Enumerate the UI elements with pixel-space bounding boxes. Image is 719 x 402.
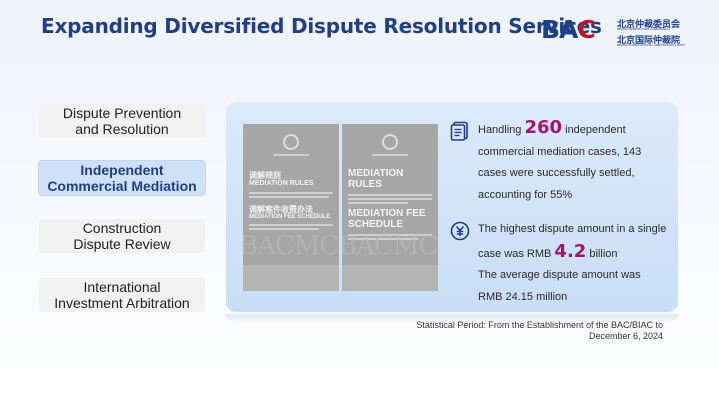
book2-en-title2: MEDIATION FEE SCHEDULE	[348, 208, 426, 230]
document-list-icon	[450, 121, 470, 141]
yuan-icon	[450, 221, 470, 241]
logo-mark: BAC	[541, 15, 596, 44]
seal-icon	[283, 134, 299, 150]
cases-prefix: Handling	[478, 124, 522, 136]
book-watermark: BACMC	[243, 231, 339, 261]
menu-item-dispute-prevention[interactable]: Dispute Prevention and Resolution	[39, 104, 205, 138]
menu-item-investment-arbitration[interactable]: International Investment Arbitration	[39, 278, 205, 312]
panel-reflection	[226, 314, 678, 324]
book-en-title1: MEDIATION RULES	[249, 180, 314, 187]
book-cn-title2: 调解案件收费办法	[249, 205, 313, 214]
amount-number: 4.2	[554, 240, 587, 262]
logo-en-line1: BEIJING ARBITRATION COMMISSION	[617, 27, 670, 31]
book-cn-title1: 调解规则	[249, 171, 281, 180]
logo-en-line2: BEIJING INTERNATIONAL ARBITRATION COURT	[617, 43, 686, 47]
page-title: Expanding Diversified Dispute Resolution…	[41, 14, 602, 38]
logo-cn-line1: 北京仲裁委员会	[617, 19, 681, 29]
menu-item-construction-review[interactable]: Construction Dispute Review	[39, 219, 205, 253]
book-watermark: BACMC	[342, 231, 438, 261]
cases-text: independent commercial mediation cases, …	[478, 124, 642, 201]
amount-average: The average dispute amount was RMB 24.15…	[478, 269, 641, 303]
amount-prefix: The highest dispute amount in a single c…	[478, 223, 667, 260]
cases-stat: Handling 260 independent commercial medi…	[478, 117, 668, 206]
seal-icon	[382, 134, 398, 150]
mediation-rules-book-cn: 调解规则 MEDIATION RULES 调解案件收费办法 MEDIATION …	[243, 124, 339, 291]
statistical-period-note: Statistical Period: From the Establishme…	[416, 320, 663, 341]
book-en-title2: MEDIATION FEE SCHEDULE	[249, 214, 331, 220]
logo-cn-line2: 北京国际仲裁院	[617, 35, 681, 45]
cases-number: 260	[524, 117, 563, 138]
amount-stat: The highest dispute amount in a single c…	[478, 219, 668, 308]
book2-en-title1: MEDIATION RULES	[348, 168, 404, 190]
amount-suffix: billion	[589, 247, 618, 260]
mediation-rules-book-en: MEDIATION RULES MEDIATION FEE SCHEDULE B…	[342, 124, 438, 291]
menu-item-commercial-mediation[interactable]: Independent Commercial Mediation	[39, 161, 205, 195]
bac-logo: BAC 北京仲裁委员会 BEIJING ARBITRATION COMMISSI…	[541, 14, 691, 47]
